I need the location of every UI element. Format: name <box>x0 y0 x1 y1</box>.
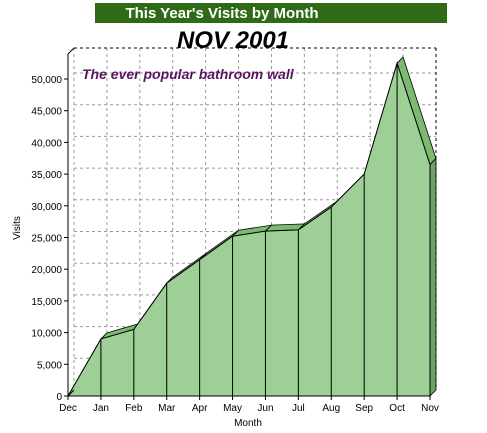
y-tick-label: 5,000 <box>37 360 62 371</box>
frame-top-left-edge <box>67 47 75 55</box>
x-tick-label: Nov <box>421 403 439 414</box>
x-axis-ticks: Dec Jan Feb Mar Apr May Jun Jul Aug Sep Oct Nov <box>59 396 439 414</box>
y-axis-label: Visits <box>12 216 23 240</box>
x-tick-label: Mar <box>158 403 176 414</box>
x-tick-label: Dec <box>59 403 77 414</box>
y-tick-label: 0 <box>56 392 62 403</box>
y-tick-label: 15,000 <box>31 297 62 308</box>
area-series <box>67 56 437 397</box>
x-tick-label: Sep <box>355 403 373 414</box>
area-side-face <box>429 157 437 397</box>
banner-title: This Year's Visits by Month <box>125 5 318 22</box>
y-tick-label: 45,000 <box>31 107 62 118</box>
y-tick-label: 35,000 <box>31 170 62 181</box>
x-tick-label: Jan <box>93 403 109 414</box>
y-axis-ticks: 0 5,000 10,000 15,000 20,000 25,000 30,000 35,0… <box>31 75 68 403</box>
x-tick-label: Jun <box>257 403 273 414</box>
area-front <box>67 61 431 397</box>
x-tick-label: Feb <box>125 403 143 414</box>
x-tick-label: Oct <box>389 403 405 414</box>
y-tick-label: 50,000 <box>31 75 62 86</box>
x-tick-label: May <box>223 403 242 414</box>
y-tick-label: 20,000 <box>31 265 62 276</box>
y-tick-label: 30,000 <box>31 202 62 213</box>
chart-annotation: The ever popular bathroom wall <box>82 66 295 82</box>
x-axis-label: Month <box>234 418 262 429</box>
y-tick-label: 10,000 <box>31 329 62 340</box>
frame-bottom-left-edge <box>67 389 75 397</box>
x-tick-label: Apr <box>192 403 208 414</box>
x-tick-label: Aug <box>322 403 340 414</box>
y-tick-label: 40,000 <box>31 138 62 149</box>
title-banner <box>95 3 447 23</box>
x-tick-label: Jul <box>292 403 305 414</box>
y-tick-label: 25,000 <box>31 234 62 245</box>
